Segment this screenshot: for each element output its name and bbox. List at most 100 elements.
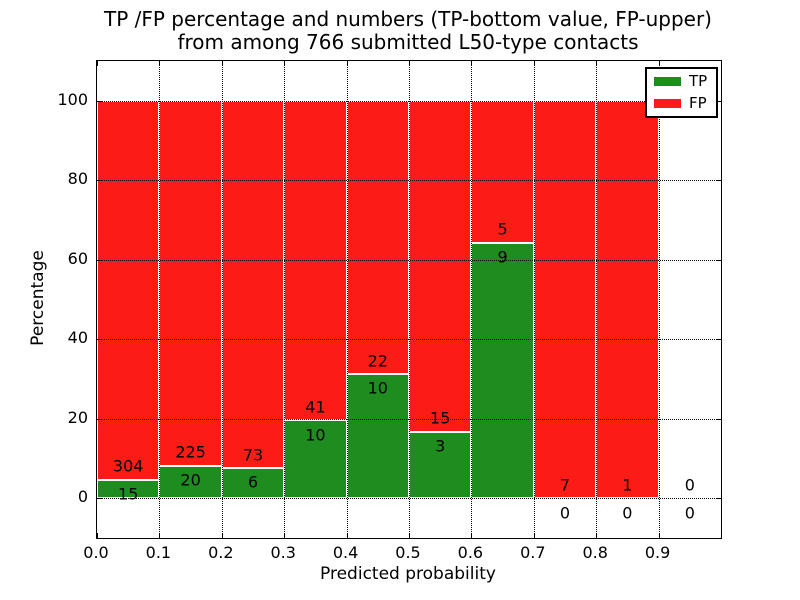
x-tick-label: 0.6	[457, 543, 484, 562]
y-tick-label: 0	[77, 487, 88, 507]
x-tick-label: 0.5	[395, 543, 421, 562]
plot-area: 304 15 225 20 73 6 41 10 22 10 15 3 5 9 7 0 1 0 0 0	[96, 60, 722, 539]
bar-fp-segment	[471, 100, 534, 243]
y-tick-mark-left	[97, 259, 102, 261]
gridline-vertical	[346, 61, 348, 538]
x-tick-mark-bottom	[533, 533, 535, 538]
bar-fp-segment	[221, 100, 285, 469]
tp-count-label: 9	[497, 247, 508, 267]
tp-count-label: 3	[435, 436, 446, 456]
fp-count-label: 73	[242, 445, 264, 465]
tp-count-label: 20	[180, 470, 201, 490]
y-tick-label: 100	[57, 89, 88, 109]
x-tick-mark-top	[284, 61, 286, 66]
x-tick-label: 0.4	[332, 543, 359, 562]
bar-fp-segment	[533, 100, 597, 499]
y-tick-mark-left	[97, 100, 102, 102]
bar-fp-segment	[346, 100, 409, 375]
x-tick-label: 0.1	[145, 543, 172, 562]
x-tick-mark-bottom	[596, 533, 598, 538]
y-tick-mark-right	[716, 339, 721, 341]
bar-fp-segment	[596, 100, 659, 499]
x-tick-mark-bottom	[97, 533, 98, 538]
x-tick-mark-bottom	[159, 533, 161, 538]
y-tick-mark-right	[716, 498, 721, 500]
x-tick-label: 0.9	[644, 543, 671, 562]
gridline-vertical	[284, 61, 286, 538]
legend-entry: TP	[654, 74, 707, 89]
tp-count-label: 0	[622, 503, 633, 523]
gridline-vertical	[658, 61, 660, 538]
chart-title-line2: from among 766 submitted L50-type contac…	[177, 30, 639, 54]
tp-count-label: 6	[247, 472, 259, 492]
x-tick-mark-bottom	[284, 533, 286, 538]
x-tick-mark-top	[346, 61, 348, 66]
bar-tp-segment	[159, 465, 222, 499]
fp-count-label: 0	[684, 475, 695, 495]
bar-tp-segment	[471, 242, 534, 499]
legend-swatch-fp-icon	[654, 99, 681, 108]
legend: TP FP	[645, 67, 719, 118]
tp-count-label: 10	[305, 425, 326, 445]
legend-entry-label: FP	[689, 94, 707, 112]
fp-count-label: 22	[367, 351, 388, 371]
x-tick-label: 0.8	[582, 543, 608, 562]
x-tick-mark-bottom	[658, 533, 660, 538]
x-tick-mark-top	[471, 61, 473, 66]
x-tick-mark-top	[159, 61, 161, 66]
chart-title: TP /FP percentage and numbers (TP-bottom…	[96, 8, 720, 54]
fp-count-label: 1	[622, 475, 633, 495]
x-tick-label: 0.3	[270, 543, 296, 562]
gridline-vertical	[159, 61, 161, 538]
y-tick-label: 60	[67, 248, 88, 268]
y-tick-mark-left	[97, 339, 102, 341]
legend-entry-label: TP	[689, 72, 708, 90]
x-tick-mark-bottom	[221, 533, 223, 538]
x-tick-mark-bottom	[471, 533, 473, 538]
y-tick-mark-right	[716, 100, 721, 102]
tp-count-label: 15	[118, 484, 139, 504]
y-tick-label: 80	[67, 169, 88, 189]
y-tick-mark-left	[97, 180, 102, 182]
gridline-vertical	[533, 61, 535, 538]
y-tick-mark-left	[97, 498, 102, 500]
bar-fp-segment	[97, 100, 160, 480]
y-tick-mark-right	[716, 418, 721, 420]
x-tick-mark-top	[533, 61, 535, 66]
tp-count-label: 10	[367, 378, 388, 398]
x-tick-mark-bottom	[346, 533, 348, 538]
gridline-vertical	[221, 61, 223, 538]
x-tick-label: 0.7	[520, 543, 546, 562]
x-tick-mark-top	[221, 61, 223, 66]
fp-count-label: 5	[497, 219, 508, 239]
y-tick-mark-right	[716, 180, 721, 182]
x-tick-label: 0.2	[208, 543, 234, 562]
gridline-vertical	[471, 61, 473, 538]
fp-count-label: 7	[559, 475, 571, 495]
x-tick-mark-top	[409, 61, 410, 66]
chart-title-line1: TP /FP percentage and numbers (TP-bottom…	[104, 7, 712, 31]
y-tick-mark-right	[716, 259, 721, 261]
x-tick-mark-bottom	[409, 533, 410, 538]
x-tick-label: 0.0	[83, 543, 109, 562]
bar-fp-segment	[409, 100, 472, 432]
gridline-vertical	[409, 61, 410, 538]
legend-entry: FP	[654, 96, 707, 111]
tp-count-label: 0	[684, 503, 695, 523]
x-tick-mark-top	[596, 61, 598, 66]
bar-fp-segment	[159, 100, 222, 466]
x-tick-mark-top	[97, 61, 98, 66]
tp-count-label: 0	[559, 503, 571, 523]
y-tick-label: 20	[67, 407, 88, 427]
fp-count-label: 15	[430, 408, 451, 428]
fp-count-label: 41	[305, 397, 326, 417]
legend-swatch-tp-icon	[654, 77, 681, 86]
y-tick-label: 40	[67, 328, 88, 348]
x-axis-label: Predicted probability	[320, 564, 496, 584]
bar-tp-segment	[97, 479, 160, 499]
bar-tp-segment	[221, 468, 285, 499]
fp-count-label: 304	[112, 456, 144, 476]
gridline-vertical	[596, 61, 598, 538]
y-tick-mark-left	[97, 418, 102, 420]
